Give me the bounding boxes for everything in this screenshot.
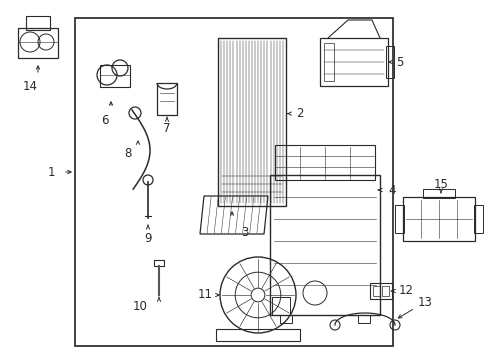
Bar — [157, 83, 177, 115]
Text: 15: 15 — [433, 177, 447, 190]
Bar — [357, 315, 369, 323]
Bar — [422, 189, 454, 198]
Text: 4: 4 — [387, 184, 395, 197]
Bar — [218, 38, 285, 206]
Bar — [216, 329, 299, 341]
Bar — [75, 18, 392, 346]
Bar — [319, 38, 387, 86]
Text: 11: 11 — [197, 288, 212, 302]
Text: 13: 13 — [417, 296, 431, 309]
Bar — [154, 260, 163, 266]
Bar — [385, 46, 393, 78]
Bar — [18, 28, 58, 58]
Bar — [274, 145, 374, 180]
Text: 10: 10 — [132, 301, 147, 314]
Text: 12: 12 — [398, 284, 413, 297]
Bar — [394, 205, 403, 233]
Text: 8: 8 — [124, 147, 131, 159]
Text: 6: 6 — [101, 113, 108, 126]
Text: 7: 7 — [163, 122, 170, 135]
Bar — [372, 286, 379, 296]
Text: 5: 5 — [395, 55, 403, 68]
Text: 2: 2 — [296, 107, 303, 120]
Text: 14: 14 — [22, 80, 38, 93]
Bar — [381, 286, 388, 296]
Bar — [280, 315, 291, 323]
Bar — [369, 283, 391, 299]
Bar — [269, 175, 379, 315]
Bar — [271, 297, 289, 315]
Bar — [324, 43, 333, 81]
Bar — [402, 197, 474, 241]
Bar — [100, 65, 130, 87]
Bar — [26, 16, 50, 30]
Text: 1: 1 — [47, 166, 55, 179]
Text: 3: 3 — [241, 225, 248, 239]
Text: 9: 9 — [144, 231, 151, 244]
Bar — [473, 205, 482, 233]
